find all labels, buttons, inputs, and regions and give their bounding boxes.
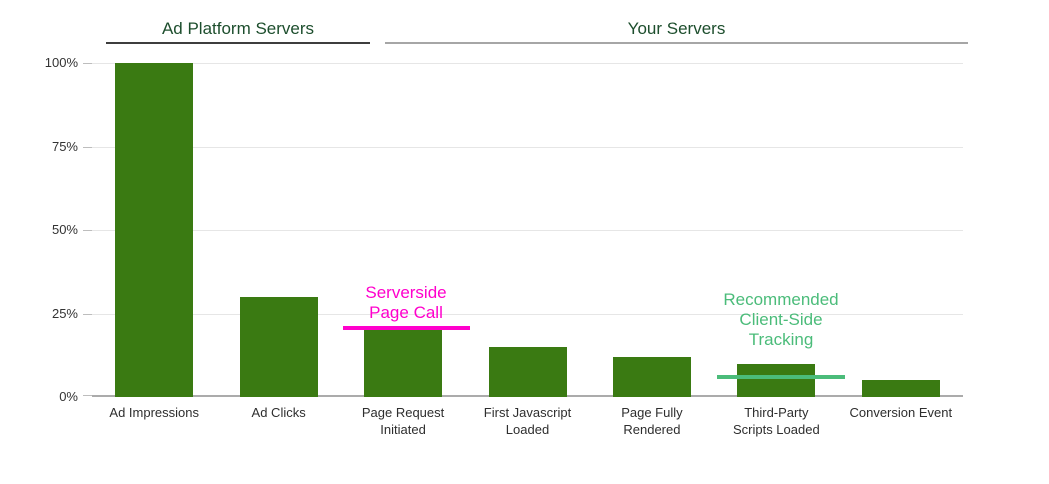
group-header-label: Your Servers [627,19,726,38]
y-tick-label-0: 0% [59,389,78,404]
x-axis-label-third-party-scripts-loaded: Third-Party Scripts Loaded [732,405,820,437]
y-tick-label-50: 50% [51,222,78,237]
y-tick-0 [83,395,92,396]
annotation-text-page-request-initiated: Serverside Page Call [365,283,447,322]
group-header-label: Ad Platform Servers [161,19,315,38]
group-header-ad-platform-servers: Ad Platform Servers [106,16,370,44]
bar-first-javascript-loaded [488,346,567,397]
y-tick-75 [83,146,92,148]
gridline-50 [92,230,963,231]
gridline-25 [92,313,963,315]
x-axis-label-conversion-event: Conversion Event [849,405,953,420]
y-tick-50 [83,230,92,231]
plot-area: 100% 75% 50% 25% 0% [45,55,963,404]
gridline-75 [92,146,963,148]
annotation-line-page-request-initiated [343,326,470,331]
bar-conversion-event [861,380,940,397]
bar-page-request-initiated [364,330,443,397]
annotation-line-third-party-scripts-loaded [717,374,845,379]
y-tick-25 [83,313,92,315]
bar-third-party-scripts-loaded [737,363,816,397]
y-tick-label-75: 75% [51,138,78,154]
x-axis-label-ad-clicks: Ad Clicks [251,405,306,420]
x-axis-label-page-request-initiated: Page Request Initiated [361,405,445,437]
x-axis-label-ad-impressions: Ad Impressions [109,405,199,420]
x-axis-label-first-javascript-loaded: First Javascript Loaded [483,405,572,437]
gridline-100 [92,63,963,64]
bar-page-fully-rendered [612,356,691,397]
y-tick-label-100: 100% [44,55,78,70]
x-axis-label-page-fully-rendered: Page Fully Rendered [621,405,683,437]
group-header-your-servers: Your Servers [385,16,968,44]
bar-ad-impressions [115,63,194,397]
y-tick-label-25: 25% [51,305,78,321]
annotation-text-third-party-scripts-loaded: Recommended Client-Side Tracking [723,290,839,349]
bar-ad-clicks [239,296,318,397]
y-tick-100 [83,63,92,64]
